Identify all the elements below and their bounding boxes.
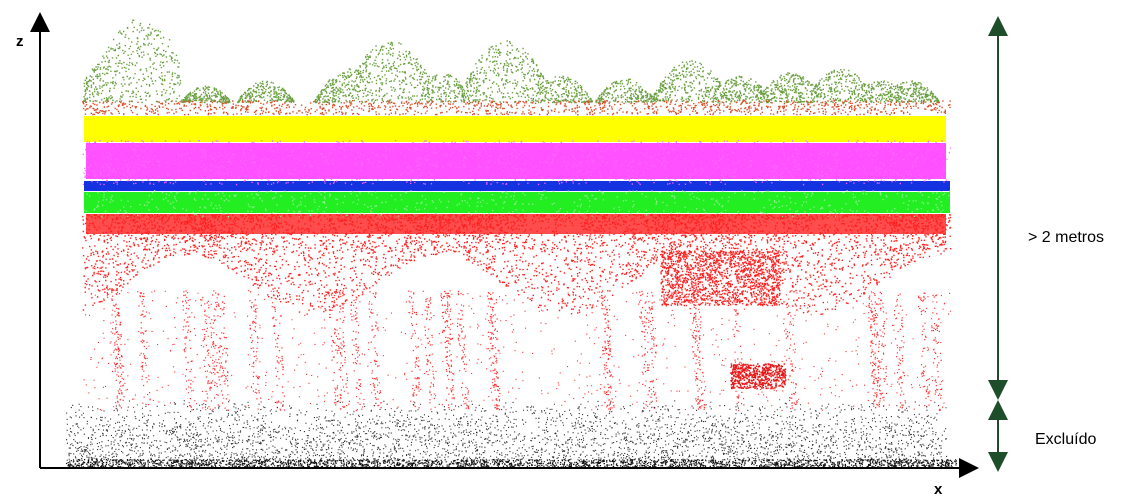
points [730, 363, 786, 389]
points [66, 459, 957, 468]
page: z x > 2 metros Excluído (() => { const d… [0, 0, 1134, 499]
points [83, 20, 940, 104]
points [84, 290, 951, 411]
x-label: x [934, 481, 943, 498]
point-cloud [66, 20, 957, 469]
band-yellow [84, 116, 946, 142]
z-label: z [16, 33, 24, 50]
figure: z x > 2 metros Excluído [0, 0, 1134, 499]
upper-label: > 2 metros [1028, 229, 1104, 246]
lower-label: Excluído [1035, 431, 1096, 448]
band-blue [84, 181, 950, 191]
trunk-points [111, 290, 943, 411]
